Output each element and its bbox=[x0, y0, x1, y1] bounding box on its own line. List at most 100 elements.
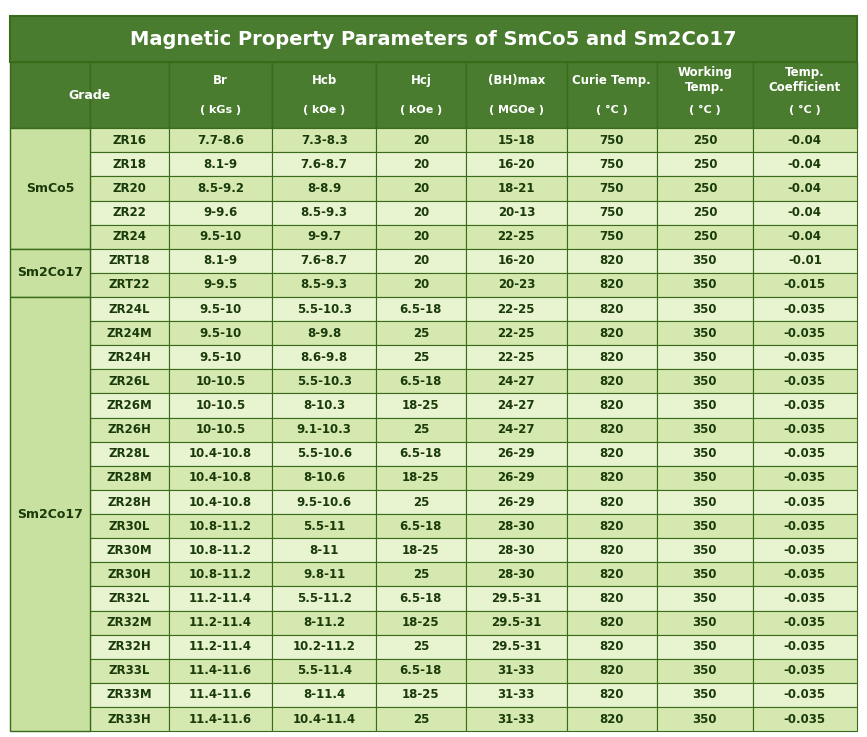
Bar bbox=[169, 466, 272, 490]
Bar bbox=[89, 562, 169, 587]
Bar bbox=[656, 659, 753, 683]
Text: ZR32H: ZR32H bbox=[108, 640, 151, 653]
Bar bbox=[376, 466, 466, 490]
Text: 5.5-11.2: 5.5-11.2 bbox=[297, 592, 352, 605]
Text: 10.8-11.2: 10.8-11.2 bbox=[189, 520, 252, 533]
Bar bbox=[567, 514, 656, 538]
Bar bbox=[169, 369, 272, 394]
Text: 25: 25 bbox=[413, 495, 429, 509]
Bar bbox=[567, 659, 656, 683]
Bar bbox=[272, 62, 376, 128]
Text: 24-27: 24-27 bbox=[498, 423, 535, 436]
Text: ZR24L: ZR24L bbox=[108, 303, 150, 315]
Bar bbox=[466, 249, 567, 273]
Bar bbox=[753, 514, 857, 538]
Text: 20-23: 20-23 bbox=[498, 279, 535, 291]
Text: 20: 20 bbox=[413, 134, 429, 147]
Bar bbox=[753, 441, 857, 466]
Bar bbox=[169, 394, 272, 418]
Bar bbox=[169, 562, 272, 587]
Text: 820: 820 bbox=[599, 326, 624, 340]
Bar bbox=[89, 153, 169, 176]
Text: 350: 350 bbox=[693, 472, 717, 484]
Text: -0.01: -0.01 bbox=[788, 254, 822, 268]
Text: 820: 820 bbox=[599, 568, 624, 581]
Bar bbox=[567, 369, 656, 394]
Text: 18-25: 18-25 bbox=[402, 688, 440, 702]
Bar bbox=[466, 297, 567, 321]
Bar bbox=[753, 707, 857, 731]
Bar bbox=[10, 249, 89, 297]
Bar bbox=[753, 562, 857, 587]
Bar bbox=[376, 249, 466, 273]
Bar bbox=[272, 200, 376, 225]
Text: ( °C ): ( °C ) bbox=[789, 105, 821, 115]
Text: 20: 20 bbox=[413, 254, 429, 268]
Text: 6.5-18: 6.5-18 bbox=[400, 375, 442, 388]
Text: Sm2Co17: Sm2Co17 bbox=[17, 508, 83, 520]
Text: ZRT18: ZRT18 bbox=[108, 254, 150, 268]
Text: 250: 250 bbox=[693, 230, 717, 243]
Bar bbox=[10, 128, 89, 249]
Bar bbox=[376, 128, 466, 153]
Bar bbox=[376, 153, 466, 176]
Text: 820: 820 bbox=[599, 279, 624, 291]
Text: 350: 350 bbox=[693, 423, 717, 436]
Text: 31-33: 31-33 bbox=[498, 664, 535, 677]
Bar bbox=[656, 562, 753, 587]
Text: 24-27: 24-27 bbox=[498, 399, 535, 412]
Bar bbox=[466, 200, 567, 225]
Bar bbox=[656, 200, 753, 225]
Text: 9-9.6: 9-9.6 bbox=[204, 206, 238, 219]
Bar bbox=[169, 225, 272, 249]
Text: 11.4-11.6: 11.4-11.6 bbox=[189, 688, 252, 702]
Text: ( kOe ): ( kOe ) bbox=[400, 105, 442, 115]
Text: 8-9.8: 8-9.8 bbox=[307, 326, 342, 340]
Bar bbox=[376, 418, 466, 441]
Text: 29.5-31: 29.5-31 bbox=[491, 640, 542, 653]
Text: 7.7-8.6: 7.7-8.6 bbox=[197, 134, 244, 147]
Bar bbox=[656, 369, 753, 394]
Bar bbox=[466, 562, 567, 587]
Bar bbox=[656, 225, 753, 249]
Text: 20: 20 bbox=[413, 182, 429, 195]
Bar bbox=[376, 345, 466, 369]
Bar bbox=[567, 345, 656, 369]
Bar bbox=[376, 514, 466, 538]
Bar bbox=[169, 683, 272, 707]
Text: 20: 20 bbox=[413, 279, 429, 291]
Text: Temp.
Coefficient: Temp. Coefficient bbox=[769, 66, 841, 94]
Bar bbox=[272, 490, 376, 514]
Bar bbox=[567, 321, 656, 345]
Bar bbox=[89, 490, 169, 514]
Text: 250: 250 bbox=[693, 206, 717, 219]
Text: 820: 820 bbox=[599, 303, 624, 315]
Text: 350: 350 bbox=[693, 592, 717, 605]
Bar bbox=[466, 321, 567, 345]
Bar bbox=[466, 538, 567, 562]
Text: 350: 350 bbox=[693, 326, 717, 340]
Text: 250: 250 bbox=[693, 182, 717, 195]
Bar bbox=[272, 418, 376, 441]
Text: 7.6-8.7: 7.6-8.7 bbox=[301, 158, 348, 171]
Bar bbox=[753, 635, 857, 659]
Text: 8.5-9.3: 8.5-9.3 bbox=[301, 206, 348, 219]
Bar bbox=[169, 128, 272, 153]
Text: ( kGs ): ( kGs ) bbox=[200, 105, 241, 115]
Bar bbox=[656, 128, 753, 153]
Bar bbox=[169, 587, 272, 610]
Bar bbox=[89, 176, 169, 200]
Text: 8-10.6: 8-10.6 bbox=[303, 472, 345, 484]
Text: 11.2-11.4: 11.2-11.4 bbox=[189, 592, 252, 605]
Text: 28-30: 28-30 bbox=[498, 520, 535, 533]
Bar bbox=[567, 683, 656, 707]
Bar bbox=[272, 441, 376, 466]
Bar bbox=[272, 369, 376, 394]
Text: 20: 20 bbox=[413, 158, 429, 171]
Bar bbox=[89, 514, 169, 538]
Bar bbox=[272, 128, 376, 153]
Bar bbox=[466, 707, 567, 731]
Bar bbox=[272, 249, 376, 273]
Bar bbox=[466, 62, 567, 128]
Bar bbox=[376, 538, 466, 562]
